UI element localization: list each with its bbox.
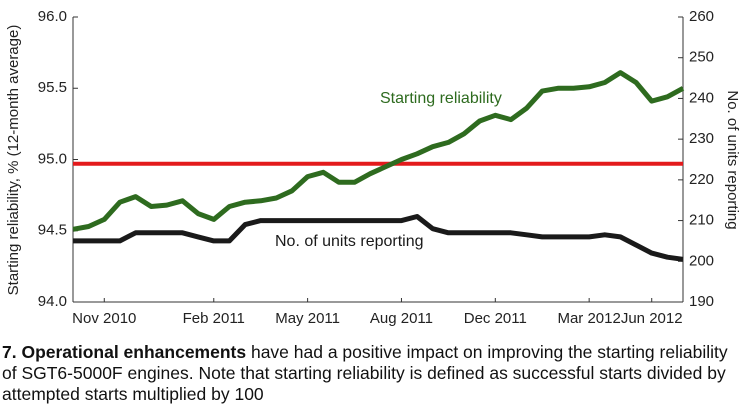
caption-bold: 7. Operational enhancements <box>2 342 247 362</box>
y2-tick-label: 230 <box>689 130 714 147</box>
y-tick-label: 94.0 <box>38 293 67 310</box>
x-tick-label: Feb 2011 <box>183 310 245 327</box>
x-tick-label: Jun 2012 <box>621 310 683 327</box>
series-line <box>72 70 685 232</box>
x-tick-label: May 2011 <box>275 310 340 327</box>
y-tick-label: 95.5 <box>38 79 67 96</box>
x-tick-label: Mar 2012 <box>557 310 620 327</box>
y2-tick-label: 190 <box>689 293 714 310</box>
x-tick-label: Nov 2010 <box>72 310 136 327</box>
y-tick-label: 96.0 <box>38 8 67 25</box>
y-tick-label: 94.5 <box>38 222 67 239</box>
y2-axis-label: No. of units reporting <box>724 90 741 229</box>
y-axis-label: Starting reliability, % (12-month averag… <box>5 25 22 296</box>
y2-tick-label: 260 <box>689 8 714 25</box>
series-line <box>73 214 684 262</box>
y-tick-label: 95.0 <box>38 150 67 167</box>
y2-tick-label: 200 <box>689 252 714 269</box>
x-tick-label: Aug 2011 <box>370 310 433 327</box>
y2-tick-label: 220 <box>689 171 714 188</box>
x-tick-label: Dec 2011 <box>464 310 527 327</box>
y2-tick-label: 210 <box>689 212 714 229</box>
caption-text: have had a positive impact on improving … <box>2 342 728 404</box>
series-label: No. of units reporting <box>275 233 424 250</box>
y2-tick-label: 240 <box>689 89 714 106</box>
chart: Starting reliability, % (12-month averag… <box>5 8 741 327</box>
y2-tick-label: 250 <box>689 49 714 66</box>
series-label: Starting reliability <box>380 90 502 107</box>
caption: 7. Operational enhancements have had a p… <box>2 342 742 405</box>
